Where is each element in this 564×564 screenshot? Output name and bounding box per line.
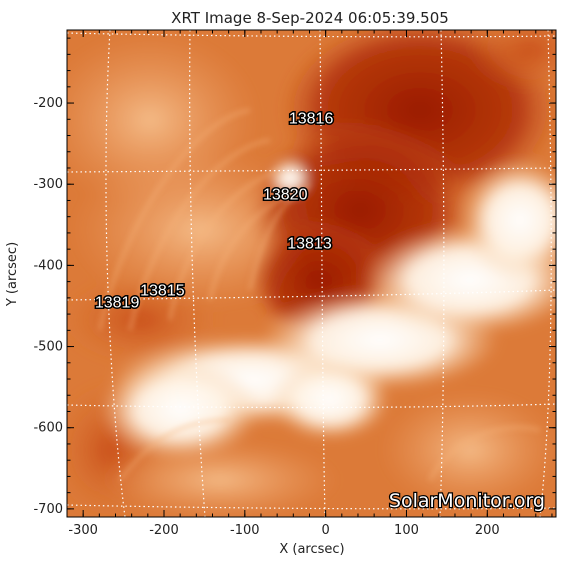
y-tick-label: -700: [33, 502, 63, 517]
x-tick-label: -300: [68, 523, 98, 538]
active-region-label: 13816: [289, 110, 334, 127]
active-region-label: 13820: [263, 187, 308, 204]
x-tick-label: 200: [475, 523, 500, 538]
x-axis: -300 -200 -100 0 100 200: [68, 30, 553, 538]
y-tick-label: -600: [33, 421, 63, 436]
y-axis: -200 -300 -400 -500 -600 -700: [33, 37, 556, 517]
x-axis-label: X (arcsec): [279, 542, 344, 557]
plot-frame: [66, 29, 557, 518]
solar-image: [67, 30, 556, 517]
y-tick-label: -200: [33, 96, 63, 111]
active-region-label: 13813: [287, 235, 332, 252]
x-tick-label: 100: [394, 523, 419, 538]
heliographic-grid: [67, 30, 556, 517]
y-tick-label: -500: [33, 340, 63, 355]
y-axis-label: Y (arcsec): [5, 242, 20, 307]
active-region-label: 13815: [140, 282, 185, 299]
x-tick-label: -100: [230, 523, 260, 538]
watermark: SolarMonitor.org: [389, 490, 545, 512]
y-tick-label: -400: [33, 258, 63, 273]
x-tick-label: -200: [149, 523, 179, 538]
x-tick-label: 0: [322, 523, 330, 538]
figure-title: XRT Image 8-Sep-2024 06:05:39.505: [171, 9, 449, 27]
active-region-label: 13819: [95, 295, 140, 312]
y-tick-label: -300: [33, 177, 63, 192]
